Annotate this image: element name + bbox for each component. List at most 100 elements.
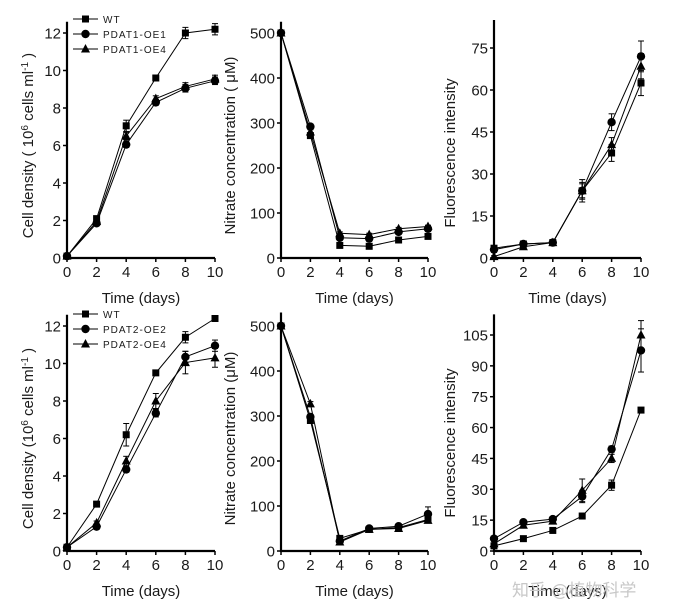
y-axis-label-part: -1 bbox=[20, 357, 31, 366]
data-point bbox=[423, 221, 433, 230]
series-line bbox=[280, 325, 429, 543]
series-line bbox=[280, 32, 429, 247]
data-point bbox=[121, 131, 131, 140]
y-axis-label: Cell density (106 cells ml-1 ) bbox=[20, 348, 38, 529]
series-wt bbox=[63, 23, 219, 260]
x-tick-label: 4 bbox=[336, 557, 344, 574]
data-point bbox=[364, 524, 374, 533]
x-axis-label: Time (days) bbox=[528, 290, 607, 307]
y-tick-label: 400 bbox=[250, 364, 275, 381]
legend-label: PDAT1-OE1 bbox=[103, 30, 167, 41]
data-point bbox=[637, 79, 645, 87]
x-tick-label: 0 bbox=[277, 264, 285, 281]
x-tick-label: 2 bbox=[306, 557, 314, 574]
series-line bbox=[493, 82, 642, 249]
y-axis-label-part: Cell density (10 bbox=[20, 426, 37, 529]
y-tick-label: 60 bbox=[471, 83, 488, 100]
y-tick-label: 500 bbox=[250, 319, 275, 336]
x-tick-label: 8 bbox=[607, 264, 615, 281]
x-axis-label: Time (days) bbox=[315, 583, 394, 600]
data-point bbox=[306, 132, 314, 140]
y-axis-label-part: 6 bbox=[20, 125, 31, 131]
y-tick-label: 300 bbox=[250, 409, 275, 426]
data-point bbox=[518, 241, 528, 251]
data-point bbox=[152, 369, 160, 377]
y-tick-label: 8 bbox=[53, 101, 61, 118]
x-tick-label: 6 bbox=[152, 264, 160, 281]
data-point bbox=[489, 245, 499, 254]
data-point bbox=[210, 352, 220, 362]
y-axis-label-part: Fluorescence intensity bbox=[442, 78, 459, 228]
series-line bbox=[66, 28, 216, 257]
series-pdat2-oe2 bbox=[489, 328, 646, 543]
series-line bbox=[66, 78, 216, 257]
y-tick-label: 30 bbox=[471, 482, 488, 499]
y-tick-label: 4 bbox=[53, 469, 61, 486]
x-tick-label: 10 bbox=[420, 264, 437, 281]
data-point bbox=[607, 453, 617, 462]
y-tick-label: 2 bbox=[53, 506, 61, 523]
x-tick-label: 10 bbox=[633, 264, 650, 281]
data-point bbox=[395, 236, 403, 244]
x-tick-label: 0 bbox=[63, 557, 71, 574]
data-point bbox=[364, 229, 374, 239]
y-tick-label: 400 bbox=[250, 71, 275, 88]
x-axis-label: Time (days) bbox=[528, 583, 607, 600]
series-line bbox=[493, 334, 642, 545]
y-axis-label-part: ) bbox=[20, 53, 37, 62]
data-point bbox=[489, 538, 499, 548]
x-axis-label: Time (days) bbox=[102, 290, 181, 307]
chart-panel-4: 0 2 4 6 8 10 0 2 4 6 8 10 12 Time (days) Cell density … bbox=[20, 310, 224, 600]
y-tick-label: 200 bbox=[250, 161, 275, 178]
data-point bbox=[365, 242, 373, 250]
series-pdat1-oe1 bbox=[489, 40, 646, 254]
x-tick-label: 4 bbox=[549, 264, 557, 281]
data-point bbox=[548, 516, 558, 525]
data-point bbox=[394, 223, 404, 233]
x-tick-label: 10 bbox=[420, 557, 437, 574]
y-tick-label: 4 bbox=[53, 176, 61, 193]
y-axis-label-part: Nitrate concentration (μM) bbox=[222, 352, 239, 526]
y-tick-label: 0 bbox=[53, 251, 61, 268]
data-point bbox=[577, 485, 587, 494]
x-tick-label: 2 bbox=[306, 264, 314, 281]
x-tick-label: 10 bbox=[633, 557, 650, 574]
y-tick-label: 0 bbox=[53, 544, 61, 561]
series-pdat2-oe4 bbox=[276, 321, 433, 546]
x-tick-label: 4 bbox=[122, 264, 130, 281]
series-pdat1-oe1 bbox=[62, 76, 220, 261]
series-pdat2-oe4 bbox=[62, 348, 220, 551]
series-wt bbox=[277, 322, 432, 542]
x-axis-label: Time (days) bbox=[102, 583, 181, 600]
y-axis-label: Fluorescence intensity bbox=[442, 78, 459, 228]
data-point bbox=[335, 537, 345, 546]
legend-marker bbox=[82, 310, 89, 318]
y-tick-label: 15 bbox=[471, 513, 488, 530]
y-tick-label: 75 bbox=[471, 389, 488, 406]
data-point bbox=[152, 74, 160, 82]
data-point bbox=[151, 396, 161, 405]
x-tick-label: 8 bbox=[607, 557, 615, 574]
series-wt bbox=[490, 69, 645, 252]
data-point bbox=[394, 523, 404, 532]
series-line bbox=[66, 357, 216, 548]
data-point bbox=[608, 149, 616, 157]
y-tick-label: 60 bbox=[471, 420, 488, 437]
y-tick-label: 12 bbox=[44, 319, 61, 336]
data-point bbox=[210, 341, 220, 350]
y-tick-label: 30 bbox=[471, 167, 488, 184]
legend: WT PDAT2-OE2 PDAT2-OE4 bbox=[73, 310, 166, 351]
x-tick-label: 6 bbox=[578, 264, 586, 281]
x-tick-label: 4 bbox=[122, 557, 130, 574]
data-point bbox=[211, 25, 219, 33]
series-wt bbox=[277, 29, 432, 250]
watermark-text: 知乎 @植物科学 bbox=[512, 581, 636, 601]
data-point bbox=[636, 61, 646, 70]
x-tick-label: 10 bbox=[207, 264, 224, 281]
data-point bbox=[121, 456, 131, 465]
data-point bbox=[276, 321, 286, 330]
x-tick-label: 0 bbox=[277, 557, 285, 574]
legend-label: WT bbox=[103, 310, 121, 321]
